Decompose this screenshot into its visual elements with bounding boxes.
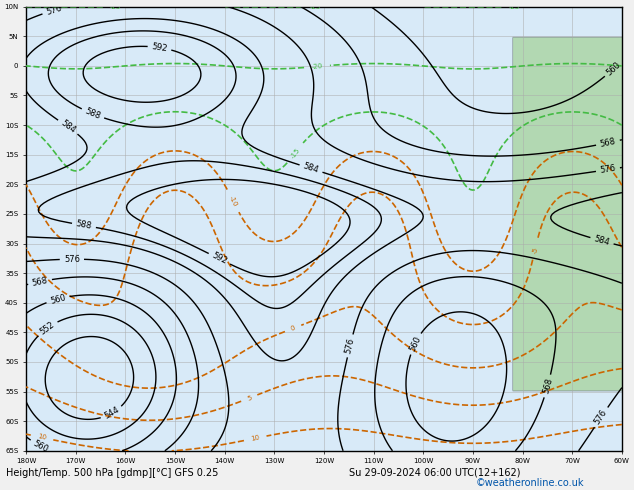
- Text: 588: 588: [75, 220, 93, 231]
- Text: 576: 576: [344, 337, 356, 355]
- Text: 10: 10: [250, 435, 260, 442]
- Text: 588: 588: [84, 106, 102, 121]
- Text: -15: -15: [289, 147, 301, 159]
- Text: -20: -20: [311, 63, 323, 70]
- Text: 560: 560: [32, 439, 50, 454]
- Text: 576: 576: [64, 255, 80, 264]
- Text: 584: 584: [59, 119, 77, 135]
- Text: 544: 544: [103, 405, 121, 421]
- Text: 584: 584: [302, 162, 320, 175]
- Text: Su 29-09-2024 06:00 UTC(12+162): Su 29-09-2024 06:00 UTC(12+162): [349, 468, 521, 478]
- Text: 5: 5: [246, 394, 252, 402]
- Text: 560: 560: [408, 335, 423, 353]
- Text: 568: 568: [599, 137, 617, 149]
- Text: 560: 560: [605, 60, 623, 77]
- Text: -25: -25: [508, 4, 520, 10]
- Text: -25: -25: [110, 4, 121, 10]
- Text: 592: 592: [151, 42, 168, 53]
- Text: 568: 568: [541, 377, 554, 395]
- Text: 576: 576: [593, 408, 609, 426]
- Text: ©weatheronline.co.uk: ©weatheronline.co.uk: [476, 478, 584, 488]
- Text: 10: 10: [37, 434, 47, 441]
- Text: Height/Temp. 500 hPa [gdmp][°C] GFS 0.25: Height/Temp. 500 hPa [gdmp][°C] GFS 0.25: [6, 468, 219, 478]
- Text: 576: 576: [45, 3, 63, 17]
- Text: -10: -10: [228, 195, 238, 207]
- Text: 568: 568: [31, 276, 49, 288]
- Text: 552: 552: [38, 320, 56, 336]
- Text: -5: -5: [531, 246, 539, 254]
- Text: 560: 560: [49, 293, 67, 305]
- Text: 0: 0: [290, 325, 296, 332]
- Text: -25: -25: [309, 4, 321, 10]
- Text: 576: 576: [599, 164, 616, 175]
- Text: 592: 592: [210, 251, 228, 267]
- Text: 584: 584: [593, 234, 611, 247]
